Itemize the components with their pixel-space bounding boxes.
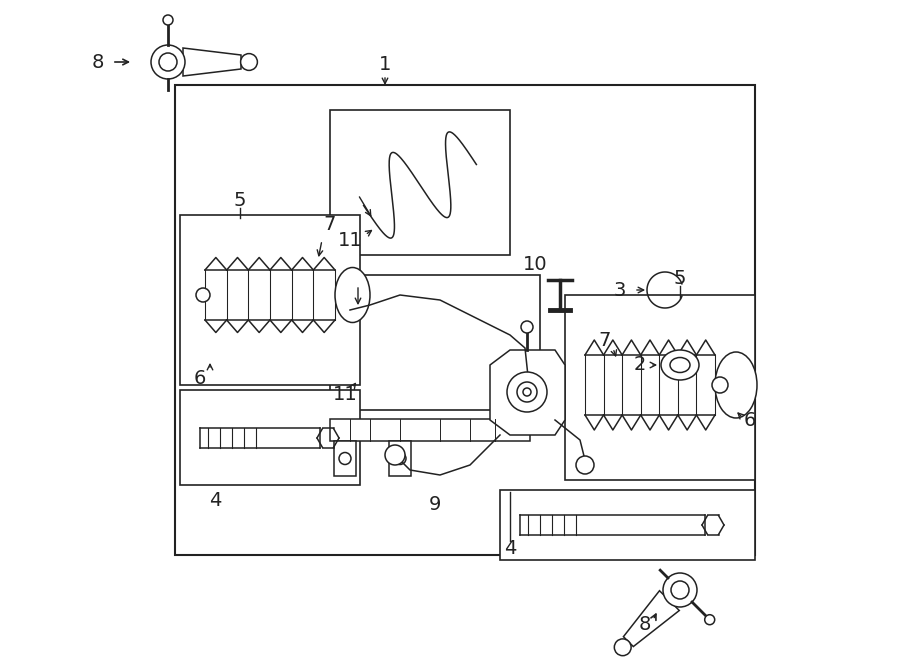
Text: 3: 3 [614,280,626,299]
Circle shape [705,615,715,625]
Text: 5: 5 [234,190,247,210]
Circle shape [385,445,405,465]
Ellipse shape [715,352,757,418]
Circle shape [521,321,533,333]
Text: 11: 11 [338,231,363,249]
Circle shape [712,377,728,393]
Text: 8: 8 [639,615,652,635]
Bar [330,110,510,255]
Text: 1: 1 [379,56,392,75]
Text: 8: 8 [92,52,104,71]
Text: 2: 2 [634,356,646,375]
Text: 10: 10 [523,256,547,274]
Circle shape [339,453,351,465]
Bar [565,295,755,480]
Bar [330,275,540,410]
Circle shape [394,453,406,465]
Bar [180,390,360,485]
Ellipse shape [670,358,690,373]
Text: 4: 4 [504,539,517,557]
Circle shape [159,53,177,71]
Bar [389,441,411,476]
Text: 5: 5 [674,268,686,288]
Circle shape [576,456,594,474]
Circle shape [196,288,210,302]
Text: 9: 9 [428,496,441,514]
Circle shape [663,573,697,607]
Bar [180,215,360,385]
Circle shape [671,581,689,599]
Ellipse shape [661,350,699,380]
Text: 6: 6 [194,368,206,387]
Circle shape [615,639,631,656]
Ellipse shape [335,268,370,323]
Bar [175,85,755,555]
Circle shape [240,54,257,71]
Circle shape [151,45,185,79]
Circle shape [517,382,537,402]
Text: 6: 6 [743,410,756,430]
Bar [334,441,356,476]
Bar [330,419,530,441]
Text: 7: 7 [324,215,337,235]
Text: 4: 4 [209,490,221,510]
Circle shape [507,372,547,412]
Polygon shape [490,350,565,435]
Polygon shape [624,591,680,646]
Circle shape [163,15,173,25]
Circle shape [523,388,531,396]
Text: 11: 11 [333,385,357,405]
Bar [500,490,755,560]
Text: 7: 7 [598,330,611,350]
Polygon shape [183,48,241,76]
